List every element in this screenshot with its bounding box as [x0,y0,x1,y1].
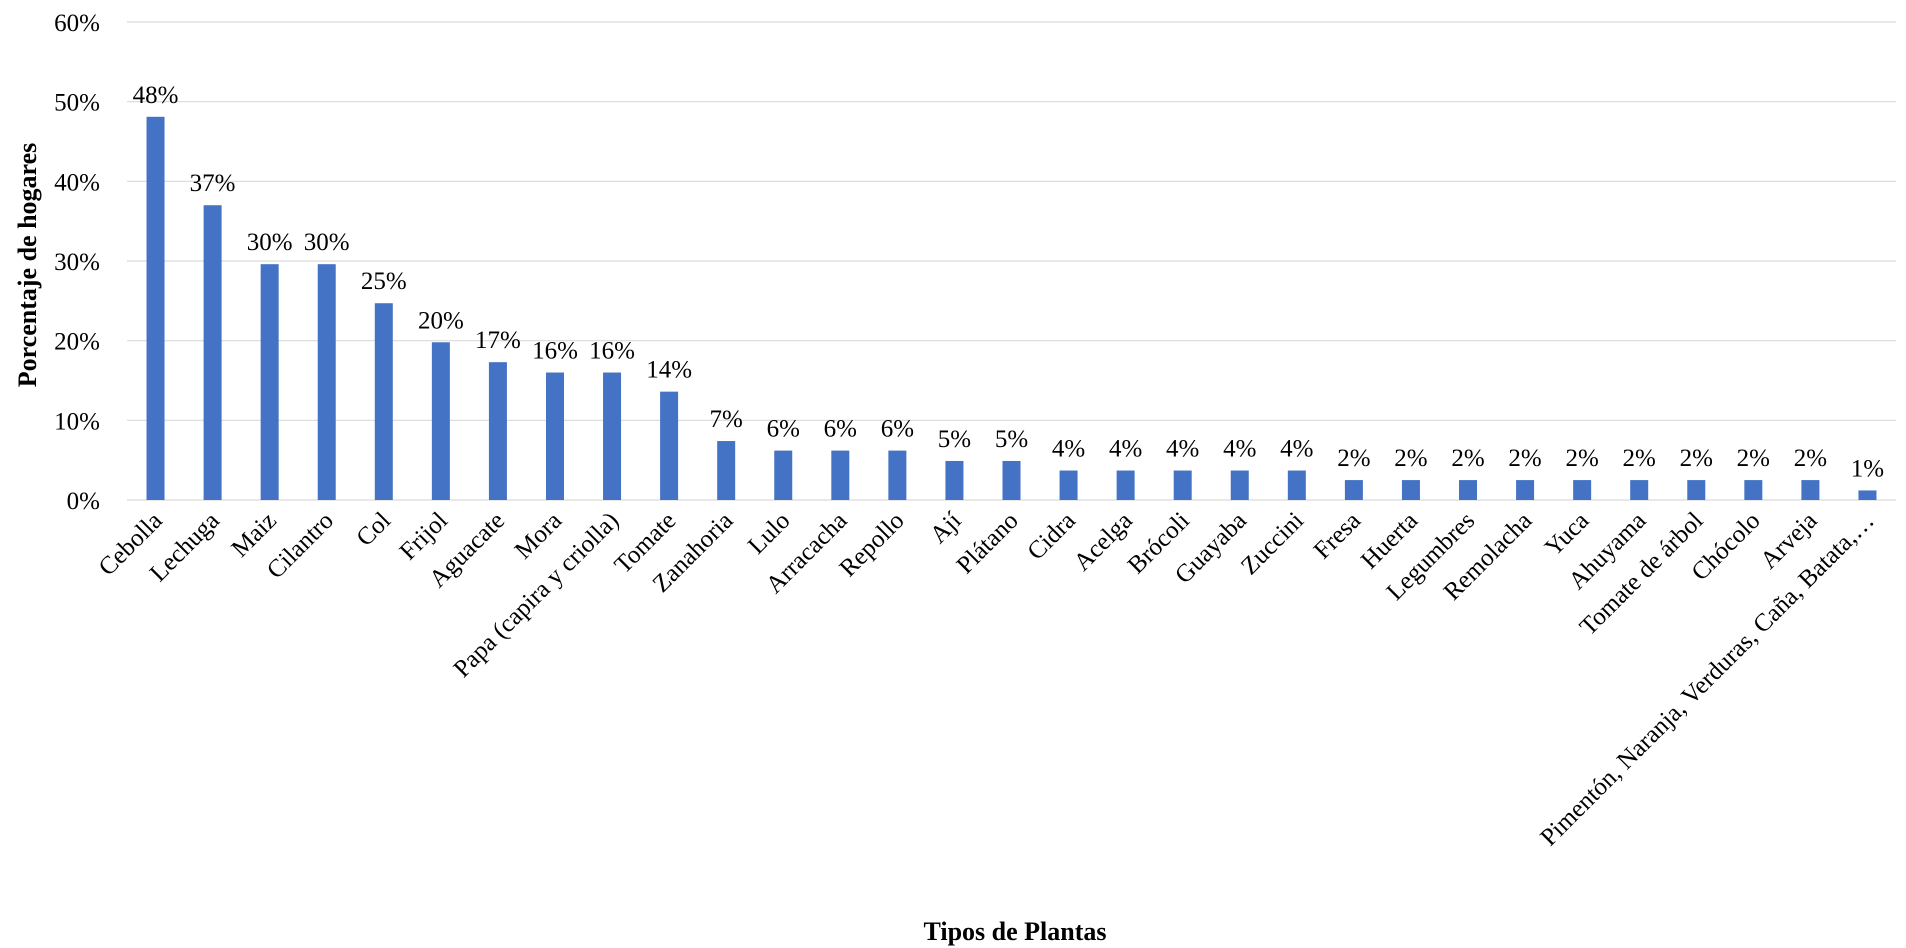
data-labels: 48% 37% 30% 30% 25% 20% 17% 16% 16% 14% 7% 6% 6% 6% 5%… [133,82,1885,483]
x-tick-label: Plátano [952,507,1024,579]
y-tick-label: 50% [54,90,100,117]
y-tick-label: 10% [54,408,100,435]
x-tick-label: Repollo [835,507,910,582]
data-label: 4% [1166,436,1199,463]
data-label: 1% [1851,455,1884,482]
y-tick-label: 0% [67,488,100,515]
bar [488,362,507,500]
gridlines [127,21,1896,501]
data-label: 17% [475,327,521,354]
data-label: 2% [1565,445,1598,472]
bar [888,450,907,500]
data-label: 30% [304,229,350,256]
data-label: 4% [1223,436,1256,463]
y-tick-label: 20% [54,329,100,356]
bar [1516,480,1535,500]
bar [831,450,850,500]
bar [1630,480,1649,500]
bar [431,342,450,500]
data-label: 5% [938,426,971,453]
data-label: 16% [589,338,635,365]
bar [1002,460,1021,500]
x-tick-label: Col [351,507,396,552]
bar [146,116,165,500]
y-axis-title: Porcentaje de hogares [13,143,42,388]
y-tick-labels: 0% 10% 20% 30% 40% 50% 60% [54,10,100,515]
data-label: 4% [1109,436,1142,463]
data-label: 7% [710,406,743,433]
data-label: 2% [1737,445,1770,472]
data-label: 30% [247,229,293,256]
bar [1116,470,1135,500]
data-label: 2% [1623,445,1656,472]
x-tick-label: Zuccini [1236,507,1309,580]
data-label: 2% [1680,445,1713,472]
data-label: 20% [418,307,464,334]
data-label: 2% [1394,445,1427,472]
data-label: 2% [1508,445,1541,472]
data-label: 16% [532,338,578,365]
bar [317,264,336,500]
bar [545,372,564,500]
bar [1801,480,1820,500]
data-label: 2% [1794,445,1827,472]
bar [660,391,679,500]
x-tick-label: Ají [925,507,967,549]
bar [1173,470,1192,500]
data-label: 5% [995,426,1028,453]
y-tick-label: 60% [54,10,100,37]
bars [146,116,1877,500]
bar [1858,490,1877,500]
bar [945,460,964,500]
data-label: 4% [1280,436,1313,463]
data-label: 4% [1052,436,1085,463]
data-label: 14% [646,357,692,384]
data-label: 6% [824,416,857,443]
bar [1401,480,1420,500]
data-label: 2% [1337,445,1370,472]
bar [1287,470,1306,500]
data-label: 2% [1451,445,1484,472]
bar [603,372,622,500]
bar [1744,480,1763,500]
bar [1687,480,1706,500]
y-tick-label: 40% [54,169,100,196]
bar [374,303,393,500]
bar [1230,470,1249,500]
data-label: 6% [767,416,800,443]
data-label: 37% [190,170,236,197]
bar [1059,470,1078,500]
data-label: 25% [361,268,407,295]
data-label: 48% [133,82,179,109]
bar [1459,480,1478,500]
bar [1573,480,1592,500]
bar [774,450,793,500]
bar [717,441,736,500]
bar [1344,480,1363,500]
bar [203,205,222,500]
bar [260,264,279,500]
data-label: 6% [881,416,914,443]
y-tick-label: 30% [54,249,100,276]
x-axis-title: Tipos de Plantas [923,917,1106,946]
